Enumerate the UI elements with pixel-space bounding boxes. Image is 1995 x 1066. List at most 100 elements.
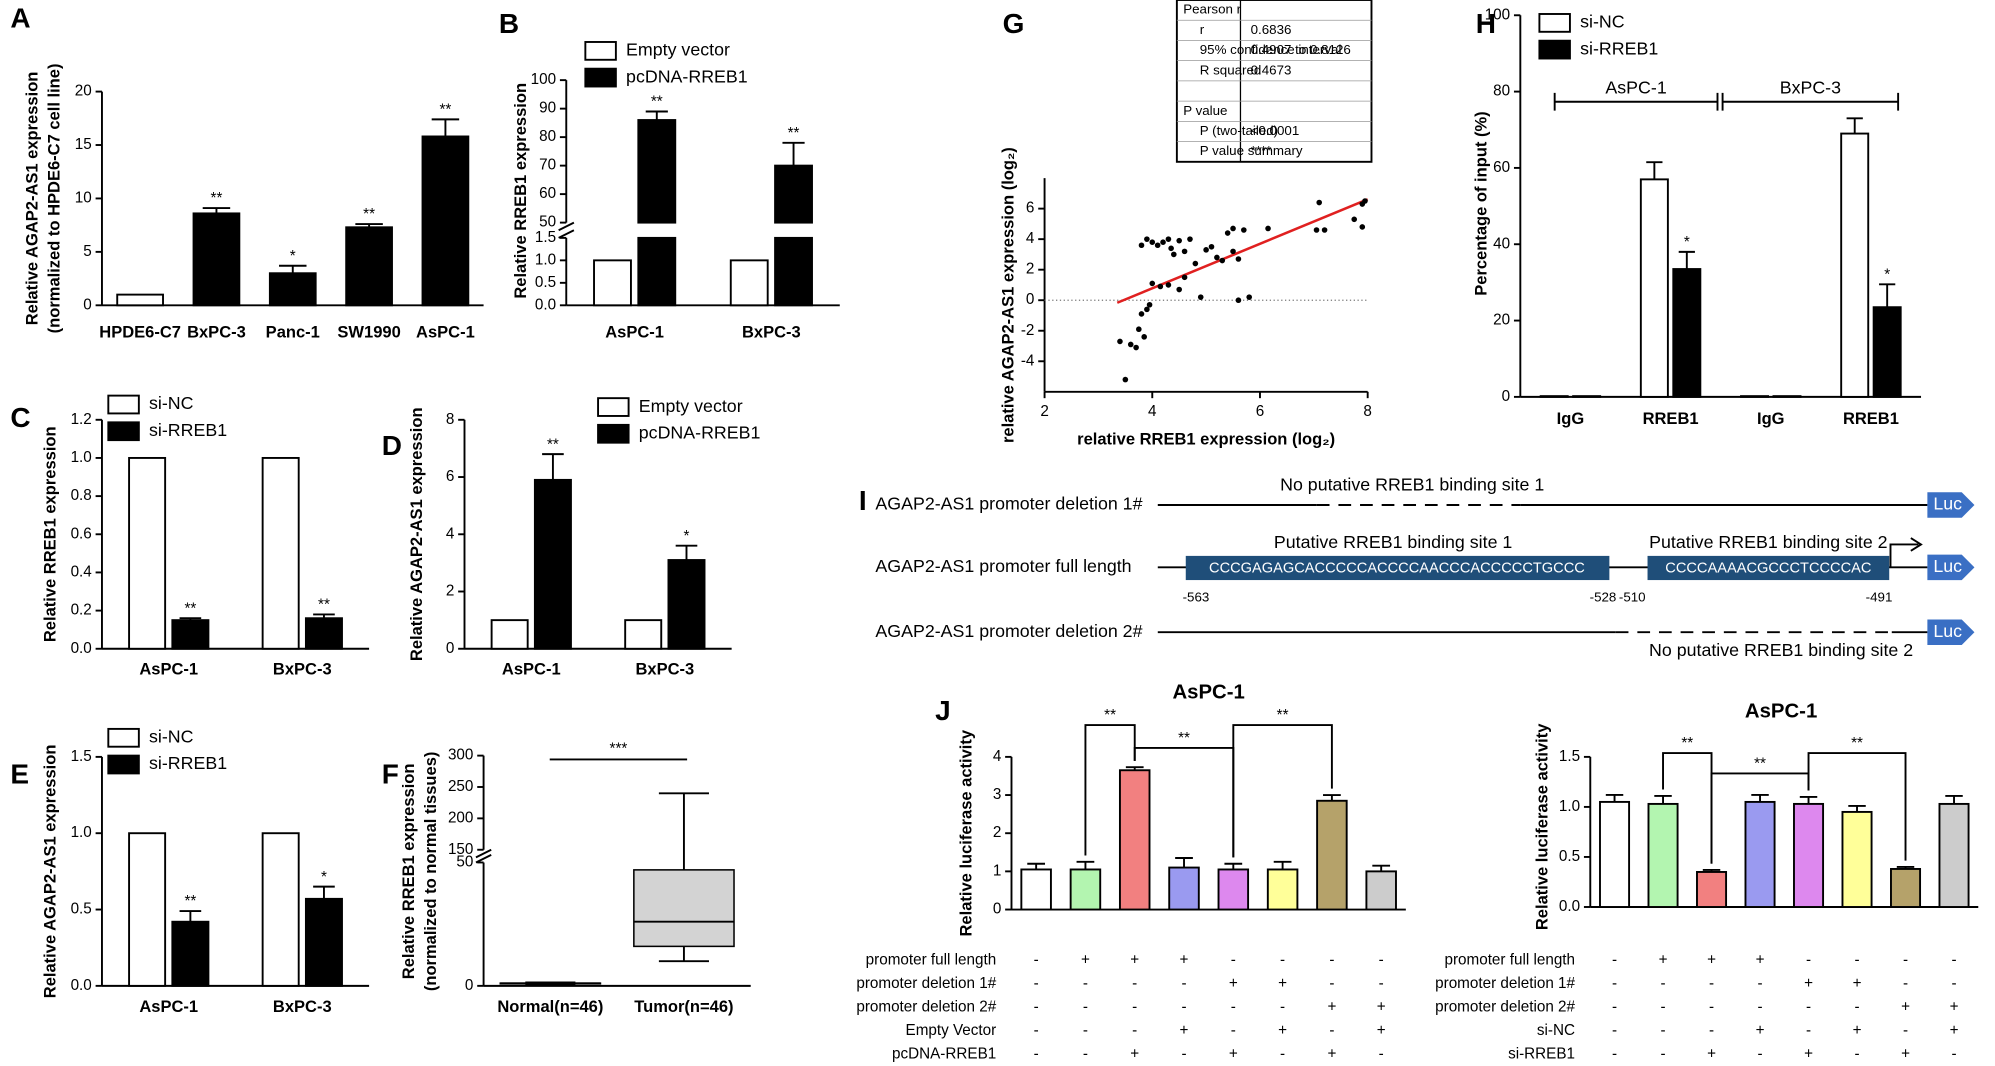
reporter-label: Luc [1933,556,1962,576]
point [1265,225,1271,232]
y-tick-label: 50 [456,853,473,870]
x-tick-label: BxPC-3 [273,660,332,679]
significance: * [1884,266,1890,283]
condition-sign: - [1806,951,1811,968]
legend-label: si-NC [1580,12,1625,32]
y-tick-label: 8 [446,411,454,428]
y-tick-label: 0.0 [71,977,92,994]
significance: ** [318,597,330,614]
y-tick-label: 0.8 [71,487,92,504]
condition-sign: - [1329,951,1334,968]
condition-sign: - [1280,951,1285,968]
condition-sign: - [1660,1022,1665,1039]
table-value: 0.4907 to 0.8126 [1251,42,1351,57]
condition-label: promoter full length [866,951,997,968]
x-tick-label: AsPC-1 [139,997,198,1016]
condition-sign: - [1709,999,1714,1016]
x-axis-label: relative RREB1 expression (log₂) [1077,429,1335,448]
y-tick-label: 40 [1493,235,1510,252]
comparison-label: ** [1754,756,1766,773]
y-tick-label: 6 [1026,200,1034,217]
y-tick-label: 80 [1493,83,1510,100]
y-axis-label: Relative RREB1 expression [399,764,418,980]
condition-sign: + [1278,1022,1287,1039]
y-tick-label: 0 [1026,291,1034,308]
y-tick-label: 1.2 [71,411,92,428]
bar [774,164,813,224]
y-tick-label: 300 [448,747,473,764]
point [1197,294,1204,300]
bar [1217,868,1250,911]
condition-sign: - [1329,1022,1334,1039]
table-value: 0.4673 [1251,62,1292,77]
bar [774,236,813,307]
luc-box [1927,619,1975,645]
y-tick-label: 20 [75,83,92,100]
condition-sign: - [1854,999,1859,1016]
bar [1938,802,1970,908]
chart-title: AsPC-1 [1172,682,1244,704]
bar [1069,868,1102,911]
group-bracket [1721,92,1900,111]
legend-label: Empty vector [626,40,730,60]
bar [345,226,393,307]
y-axis-label: Relative RREB1 expression [511,83,530,299]
bar [1696,871,1728,908]
y-tick-label: 4 [446,525,455,542]
y-axis-label: Relative AGAP2-AS1 expression [40,745,59,999]
point [1154,242,1161,249]
condition-sign: - [1612,1046,1617,1063]
point [1138,242,1145,249]
point [1192,260,1199,267]
point [1187,236,1193,242]
y-tick-label: 0.6 [71,525,92,542]
x-tick-label: BxPC-3 [635,660,694,679]
legend-label: pcDNA-RREB1 [626,66,748,86]
condition-sign: - [1951,951,1956,968]
bar [1793,802,1825,908]
point [1214,254,1220,261]
point [1316,199,1323,206]
y-tick-label: 60 [1493,159,1510,176]
binding-site [1185,555,1610,581]
condition-sign: - [1660,975,1665,992]
significance: ** [184,893,196,910]
luc-box [1927,554,1975,581]
x-tick-label: IgG [1757,409,1785,428]
bar [1672,268,1702,398]
bar [1890,868,1922,908]
x-tick-label: AsPC-1 [502,660,561,679]
point [1313,227,1320,233]
condition-sign: - [1231,951,1236,968]
deletion-note: No putative RREB1 binding site 1 [1280,475,1544,495]
y-tick-label: 2 [993,824,1001,841]
point [1230,248,1236,255]
condition-sign: - [1709,975,1714,992]
y-tick-label: -4 [1021,352,1035,369]
regression-line [1116,198,1369,304]
tss-arrowhead [1910,537,1923,552]
condition-sign: + [1659,951,1668,968]
axis-break [558,221,575,232]
point [1144,306,1150,313]
y-tick-label: 0.5 [535,274,556,291]
bar [637,119,677,224]
y-tick-label: 150 [448,841,473,858]
condition-sign: - [1660,1046,1665,1063]
condition-sign: - [1231,1022,1236,1039]
condition-sign: + [1229,1046,1238,1063]
bar [116,293,164,307]
site-start: -563 [1183,589,1210,604]
y-tick-label: 1.0 [535,251,556,268]
y-tick-label: 0 [465,977,473,994]
comparison-label: ** [1104,707,1116,724]
condition-sign: + [1130,951,1139,968]
significance: ** [547,436,559,453]
y-tick-label: 0 [446,640,454,657]
comparison-label: ** [1851,735,1863,752]
condition-sign: + [1377,999,1386,1016]
point [1321,227,1328,233]
bar [1539,395,1569,398]
point [1362,198,1368,204]
condition-sign: - [1379,951,1384,968]
